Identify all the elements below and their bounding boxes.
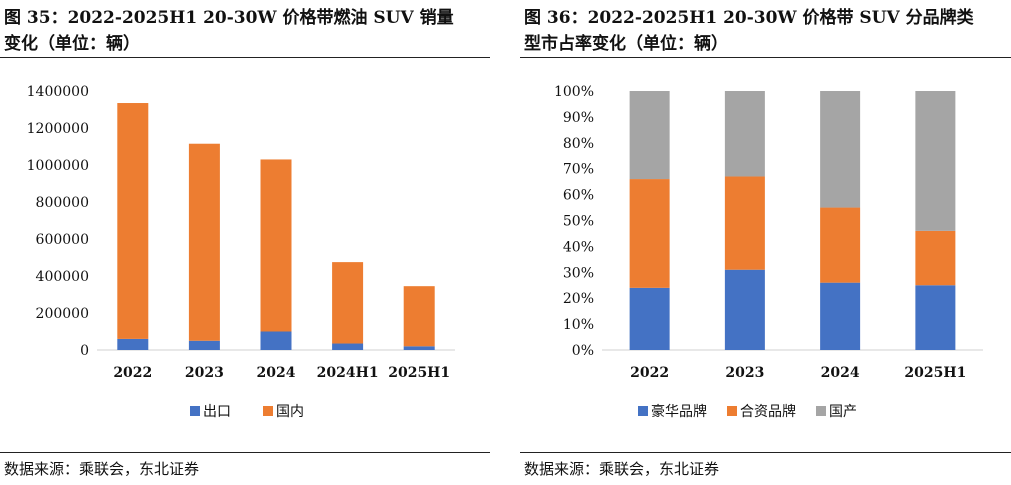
sales-volume-chart: 0 200000 400000 600000 800000 1000000 1200000 1…	[27, 84, 455, 420]
legend-swatch-国产	[816, 406, 826, 416]
legend-swatch-豪华品牌	[638, 406, 648, 416]
y-tick-label: 0%	[572, 343, 594, 359]
figure-35-title-line1: 图 35：2022-2025H1 20-30W 价格带燃油 SUV 销量	[4, 8, 454, 28]
figure-35-title-line2: 变化（单位：辆）	[4, 34, 140, 54]
figure-36-bottom-rule	[520, 452, 1011, 453]
y-tick-label: 400000	[36, 269, 89, 285]
bar-合资品牌-2022	[629, 179, 670, 288]
bar-国产-2024	[820, 91, 861, 208]
y-tick-label: 1000000	[27, 158, 89, 174]
y-tick-label: 1400000	[27, 84, 89, 100]
y-tick-label: 90%	[563, 110, 594, 126]
y-tick-label: 70%	[563, 162, 594, 178]
x-category-label: 2023	[185, 365, 224, 381]
bar-出口-2024H1	[332, 343, 364, 350]
legend-label-国内: 国内	[276, 404, 304, 420]
y-tick-label: 80%	[563, 136, 594, 152]
legend-label-国产: 国产	[829, 404, 857, 420]
bar-豪华品牌-2025H1	[915, 285, 956, 350]
bar-出口-2023	[188, 340, 220, 350]
bar-国内-2025H1	[403, 286, 435, 347]
y-tick-label: 100%	[554, 84, 594, 100]
bar-合资品牌-2025H1	[915, 230, 956, 286]
bar-出口-2025H1	[403, 346, 435, 350]
bar-国内-2024	[260, 159, 292, 332]
legend-swatch-合资品牌	[727, 406, 737, 416]
bar-国产-2025H1	[915, 91, 956, 231]
figure-35-panel: 图 35：2022-2025H1 20-30W 价格带燃油 SUV 销量 变化（…	[0, 0, 490, 485]
legend-label-出口: 出口	[203, 404, 231, 420]
y-tick-label: 1200000	[27, 121, 89, 137]
bar-国内-2022	[117, 103, 149, 339]
legend-swatch-国内	[263, 406, 273, 416]
bar-合资品牌-2024	[820, 207, 861, 283]
figure-36-top-rule	[520, 57, 1011, 58]
legend-label-豪华品牌: 豪华品牌	[651, 403, 707, 420]
y-tick-label: 30%	[563, 265, 594, 281]
bar-出口-2024	[260, 331, 292, 350]
legend-swatch-出口	[190, 406, 200, 416]
figure-35-title: 图 35：2022-2025H1 20-30W 价格带燃油 SUV 销量 变化（…	[4, 5, 490, 57]
figure-35-source: 数据来源：乘联会，东北证券	[4, 460, 200, 478]
bar-合资品牌-2023	[724, 176, 765, 270]
bar-出口-2022	[117, 338, 149, 350]
legend-label-合资品牌: 合资品牌	[740, 403, 796, 420]
x-category-label: 2024H1	[317, 365, 379, 381]
bar-豪华品牌-2022	[629, 287, 670, 350]
figure-35-bottom-rule	[0, 452, 490, 453]
bar-国内-2024H1	[332, 262, 364, 344]
figure-36-title: 图 36：2022-2025H1 20-30W 价格带 SUV 分品牌类 型市占…	[524, 5, 1011, 57]
x-category-label: 2022	[630, 365, 669, 381]
y-tick-label: 10%	[563, 317, 594, 333]
y-tick-label: 800000	[36, 195, 89, 211]
y-tick-label: 600000	[36, 232, 89, 248]
figure-35-top-rule	[0, 57, 490, 58]
x-category-label: 2024	[821, 365, 860, 381]
x-category-label: 2025H1	[388, 365, 450, 381]
y-tick-label: 200000	[36, 306, 89, 322]
figure-36-title-line2: 型市占率变化（单位：辆）	[524, 34, 728, 54]
bar-豪华品牌-2024	[820, 282, 861, 350]
y-tick-label: 40%	[563, 239, 594, 255]
market-share-chart: 0% 10% 20% 30% 40% 50% 60% 70% 80% 90% 100% 2022 202…	[554, 84, 983, 420]
y-tick-label: 0	[80, 343, 89, 359]
bar-国内-2023	[188, 143, 220, 341]
x-category-label: 2022	[113, 365, 152, 381]
y-tick-label: 20%	[563, 291, 594, 307]
figure-36-title-line1: 图 36：2022-2025H1 20-30W 价格带 SUV 分品牌类	[524, 8, 974, 28]
bar-国产-2023	[724, 91, 765, 177]
y-tick-label: 50%	[563, 214, 594, 230]
x-category-label: 2023	[725, 365, 764, 381]
x-category-label: 2024	[257, 365, 296, 381]
x-category-label: 2025H1	[904, 365, 966, 381]
bar-豪华品牌-2023	[724, 269, 765, 350]
figure-36-panel: 图 36：2022-2025H1 20-30W 价格带 SUV 分品牌类 型市占…	[520, 0, 1011, 485]
y-tick-label: 60%	[563, 188, 594, 204]
bar-国产-2022	[629, 91, 670, 180]
figure-36-source: 数据来源：乘联会，东北证券	[524, 460, 720, 478]
